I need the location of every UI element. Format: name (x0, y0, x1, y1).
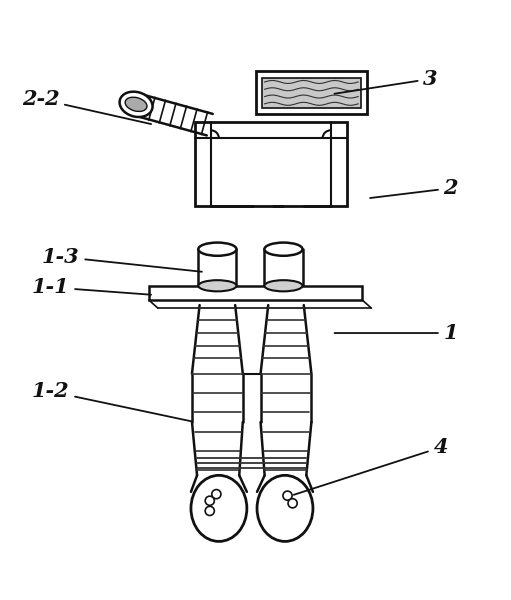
Text: 2-2: 2-2 (22, 89, 151, 124)
Bar (256, 71, 367, 115)
Bar (262, 78, 361, 108)
Text: 4: 4 (294, 437, 448, 495)
Ellipse shape (198, 242, 237, 256)
Circle shape (288, 499, 297, 508)
Ellipse shape (257, 475, 313, 541)
Text: 1-3: 1-3 (42, 247, 202, 272)
Ellipse shape (264, 280, 303, 292)
Ellipse shape (120, 92, 153, 117)
Bar (195, 122, 347, 206)
Ellipse shape (198, 280, 237, 292)
Text: 3: 3 (335, 69, 438, 94)
Ellipse shape (264, 242, 303, 256)
Bar (149, 286, 362, 300)
Circle shape (283, 491, 292, 500)
Circle shape (205, 506, 214, 515)
Text: 1-1: 1-1 (32, 277, 151, 297)
Text: 1: 1 (335, 323, 458, 343)
Text: 2: 2 (370, 178, 458, 198)
Text: 1-2: 1-2 (32, 382, 192, 421)
Circle shape (205, 496, 214, 505)
Ellipse shape (191, 475, 247, 541)
Circle shape (212, 490, 221, 499)
Ellipse shape (125, 97, 147, 112)
